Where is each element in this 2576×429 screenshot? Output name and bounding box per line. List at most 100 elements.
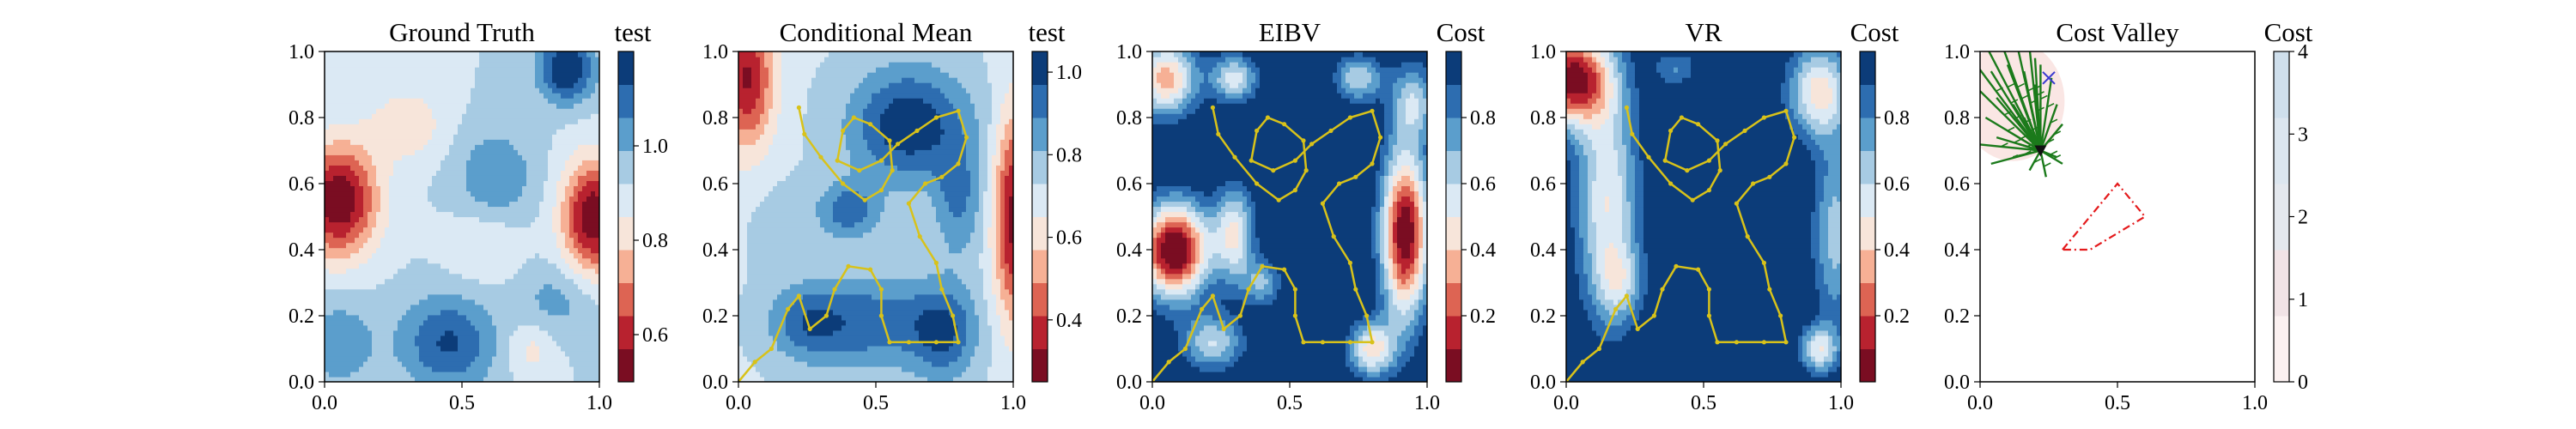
heatmap-cell	[453, 366, 459, 372]
heatmap-cell	[466, 216, 471, 223]
heatmap-cell	[385, 324, 390, 331]
heatmap-cell	[346, 360, 351, 367]
heatmap-cell	[522, 329, 527, 336]
heatmap-cell	[380, 278, 386, 285]
heatmap-cell	[423, 283, 428, 290]
heatmap-cell	[325, 314, 330, 321]
heatmap-cell	[398, 345, 403, 352]
heatmap-cell	[513, 309, 519, 316]
heatmap-cell	[790, 366, 795, 372]
heatmap-cell	[505, 319, 510, 326]
heatmap-cell	[471, 160, 476, 166]
heatmap-cell	[440, 82, 446, 88]
heatmap-cell	[436, 360, 441, 367]
heatmap-cell	[505, 371, 510, 378]
heatmap-cell	[410, 82, 416, 88]
heatmap-cell	[423, 82, 428, 88]
heatmap-cell	[591, 324, 596, 331]
heatmap-cell	[488, 129, 493, 135]
heatmap-cell	[756, 175, 761, 181]
heatmap-cell	[535, 134, 540, 140]
heatmap-cell	[350, 129, 355, 135]
heatmap-cell	[359, 247, 364, 254]
heatmap-cell	[423, 124, 428, 130]
heatmap-cell	[526, 160, 532, 166]
heatmap-cell	[501, 57, 506, 63]
heatmap-cell	[350, 57, 355, 63]
heatmap-cell	[548, 273, 553, 280]
heatmap-cell	[458, 227, 463, 233]
heatmap-cell	[385, 278, 390, 285]
heatmap-cell	[552, 180, 557, 187]
heatmap-cell	[565, 314, 570, 321]
heatmap-cell	[389, 62, 394, 68]
heatmap-cell	[333, 77, 338, 83]
heatmap-cell	[794, 268, 799, 275]
heatmap-cell	[359, 144, 364, 150]
heatmap-cell	[458, 154, 463, 160]
heatmap-cell	[747, 113, 752, 119]
heatmap-cell	[458, 324, 463, 331]
heatmap-cell	[329, 278, 334, 285]
heatmap-cell	[773, 139, 778, 145]
heatmap-cell	[586, 67, 592, 73]
heatmap-cell	[595, 67, 599, 73]
heatmap-cell	[342, 314, 347, 321]
heatmap-cell	[445, 216, 450, 223]
heatmap-cell	[453, 139, 459, 145]
heatmap-cell	[325, 293, 330, 300]
heatmap-cell	[535, 371, 540, 378]
heatmap-cell	[794, 335, 799, 341]
heatmap-cell	[350, 144, 355, 150]
heatmap-cell	[325, 232, 330, 239]
heatmap-cell	[436, 257, 441, 264]
heatmap-cell	[372, 232, 377, 239]
heatmap-cell	[440, 139, 446, 145]
y-tick-label: 1.0	[289, 41, 314, 63]
heatmap-cell	[769, 309, 774, 316]
heatmap-cell	[509, 268, 514, 275]
heatmap-cell	[376, 139, 381, 145]
heatmap-cell	[440, 108, 446, 114]
heatmap-cell	[436, 77, 441, 83]
heatmap-cell	[522, 324, 527, 331]
heatmap-cell	[505, 62, 510, 68]
heatmap-cell	[385, 129, 390, 135]
heatmap-cell	[544, 227, 549, 233]
heatmap-cell	[501, 278, 506, 285]
heatmap-cell	[738, 257, 744, 264]
heatmap-cell	[410, 149, 416, 155]
heatmap-cell	[419, 293, 424, 300]
heatmap-cell	[544, 129, 549, 135]
heatmap-cell	[342, 185, 347, 192]
heatmap-cell	[410, 237, 416, 244]
heatmap-cell	[544, 82, 549, 88]
heatmap-cell	[509, 62, 514, 68]
heatmap-cell	[419, 376, 424, 382]
heatmap-cell	[458, 185, 463, 192]
heatmap-cell	[385, 196, 390, 202]
heatmap-cell	[325, 319, 330, 326]
heatmap-cell	[569, 98, 574, 104]
heatmap-cell	[786, 165, 791, 171]
heatmap-cell	[410, 77, 416, 83]
heatmap-cell	[526, 350, 532, 357]
heatmap-cell	[350, 371, 355, 378]
heatmap-cell	[363, 77, 368, 83]
heatmap-cell	[518, 283, 523, 290]
heatmap-cell	[363, 293, 368, 300]
heatmap-cell	[751, 350, 756, 357]
heatmap-cell	[453, 319, 459, 326]
heatmap-cell	[432, 206, 437, 213]
heatmap-cell	[526, 103, 532, 109]
heatmap-cell	[751, 139, 756, 145]
colorbar-segment	[618, 348, 634, 383]
heatmap-cell	[380, 144, 386, 150]
heatmap-cell	[738, 216, 744, 223]
heatmap-cell	[337, 98, 343, 104]
heatmap-cell	[355, 175, 360, 181]
heatmap-cell	[582, 257, 587, 264]
heatmap-cell	[471, 247, 476, 254]
heatmap-cell	[574, 51, 579, 57]
colorbar-segment	[618, 184, 634, 217]
